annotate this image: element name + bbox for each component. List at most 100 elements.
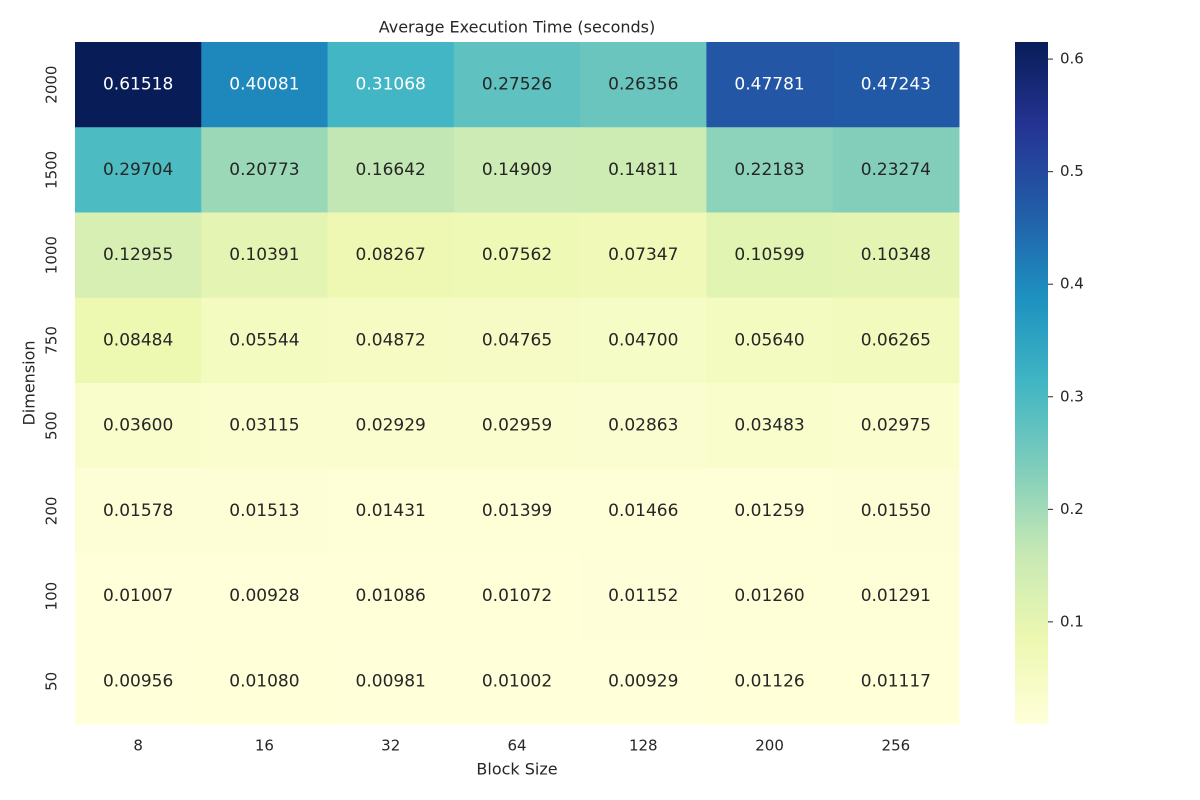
heatmap-cell: [201, 212, 329, 299]
chart-title: Average Execution Time (seconds): [379, 18, 656, 37]
heatmap-cell: [327, 468, 455, 554]
x-tick-label: 128: [629, 737, 658, 755]
heatmap-cell: [75, 468, 202, 554]
cell-label: 0.03600: [103, 416, 173, 436]
heatmap-cell: [327, 383, 455, 469]
colorbar-tick-label: 0.3: [1060, 387, 1084, 405]
cell-label: 0.01431: [356, 501, 426, 521]
cell-label: 0.47781: [734, 75, 804, 95]
cell-label: 0.01086: [356, 586, 426, 606]
cell-label: 0.26356: [608, 75, 678, 95]
cell-label: 0.08484: [103, 330, 173, 350]
cell-label: 0.01578: [103, 501, 173, 521]
y-tick-label: 200: [43, 497, 61, 526]
cell-label: 0.23274: [861, 160, 931, 180]
heatmap-cell: [580, 42, 707, 128]
heatmap-cell: [327, 127, 455, 213]
x-tick-label: 256: [882, 737, 911, 755]
cell-label: 0.07347: [608, 245, 678, 265]
y-tick-label: 2000: [43, 66, 61, 104]
colorbar-tick-label: 0.1: [1060, 612, 1084, 630]
heatmap-cell: [706, 383, 834, 469]
x-axis-label: Block Size: [476, 760, 557, 779]
cell-label: 0.29704: [103, 160, 173, 180]
cell-label: 0.10348: [861, 245, 931, 265]
heatmap-cell: [453, 383, 581, 469]
x-tick-label: 64: [507, 737, 526, 755]
heatmap-cell: [580, 212, 707, 299]
cell-label: 0.04872: [356, 330, 426, 350]
cell-label: 0.01466: [608, 501, 678, 521]
heatmap-cell: [580, 127, 707, 213]
heatmap-cell: [580, 383, 707, 469]
heatmap-cell: [453, 553, 581, 640]
heatmap-cell: [706, 638, 834, 725]
cell-label: 0.01259: [734, 501, 804, 521]
heatmap-cell: [75, 127, 202, 213]
heatmap-cell: [201, 553, 329, 640]
y-tick-label: 750: [43, 326, 61, 355]
heatmap-cell: [75, 383, 202, 469]
cell-label: 0.10599: [734, 245, 804, 265]
heatmap-cell: [580, 297, 707, 384]
cell-label: 0.05640: [734, 330, 804, 350]
cell-label: 0.14811: [608, 160, 678, 180]
cell-label: 0.01002: [482, 671, 552, 691]
heatmap-cell: [706, 42, 834, 128]
heatmap-cell: [706, 468, 834, 554]
x-tick-label: 32: [381, 737, 400, 755]
heatmap-cell: [75, 638, 202, 725]
heatmap-cell: [75, 42, 202, 128]
cell-label: 0.01550: [861, 501, 931, 521]
heatmap-cell: [453, 638, 581, 725]
heatmap-cell: [201, 468, 329, 554]
y-tick-label: 50: [43, 672, 61, 691]
cell-label: 0.02975: [861, 416, 931, 436]
heatmap-cell: [580, 638, 707, 725]
heatmap-cell: [453, 212, 581, 299]
heatmap-cell: [201, 638, 329, 725]
heatmap-cell: [453, 468, 581, 554]
heatmap-cell: [327, 42, 455, 128]
cell-label: 0.00929: [608, 671, 678, 691]
y-tick-label: 100: [43, 582, 61, 611]
colorbar-tick-label: 0.2: [1060, 500, 1084, 518]
heatmap-cell: [75, 212, 202, 299]
cell-label: 0.05544: [229, 330, 299, 350]
heatmap-cell: [706, 212, 834, 299]
y-tick-label: 1000: [43, 236, 61, 274]
cell-label: 0.10391: [229, 245, 299, 265]
heatmap-cell: [832, 553, 960, 640]
cell-label: 0.22183: [734, 160, 804, 180]
heatmap-cell: [832, 383, 960, 469]
cell-label: 0.27526: [482, 75, 552, 95]
y-axis-label: Dimension: [20, 340, 39, 425]
cell-label: 0.01513: [229, 501, 299, 521]
cell-label: 0.04765: [482, 330, 552, 350]
cell-label: 0.08267: [356, 245, 426, 265]
cell-label: 0.02929: [356, 416, 426, 436]
cell-label: 0.01080: [229, 671, 299, 691]
heatmap-cell: [832, 297, 960, 384]
heatmap-cell: [327, 297, 455, 384]
cell-label: 0.02959: [482, 416, 552, 436]
x-tick-label: 16: [255, 737, 274, 755]
heatmap-cell: [453, 42, 581, 128]
x-tick-label: 8: [133, 737, 143, 755]
heatmap-cell: [327, 212, 455, 299]
x-tick-label: 200: [755, 737, 784, 755]
cell-label: 0.06265: [861, 330, 931, 350]
cell-label: 0.03483: [734, 416, 804, 436]
cell-label: 0.16642: [356, 160, 426, 180]
cell-label: 0.04700: [608, 330, 678, 350]
heatmap-cell: [201, 297, 329, 384]
cell-label: 0.00956: [103, 671, 173, 691]
heatmap-cell: [327, 638, 455, 725]
colorbar: [1015, 42, 1048, 724]
heatmap-cell: [201, 42, 329, 128]
cell-label: 0.07562: [482, 245, 552, 265]
cell-label: 0.01399: [482, 501, 552, 521]
heatmap-cell: [832, 127, 960, 213]
cell-label: 0.31068: [356, 75, 426, 95]
